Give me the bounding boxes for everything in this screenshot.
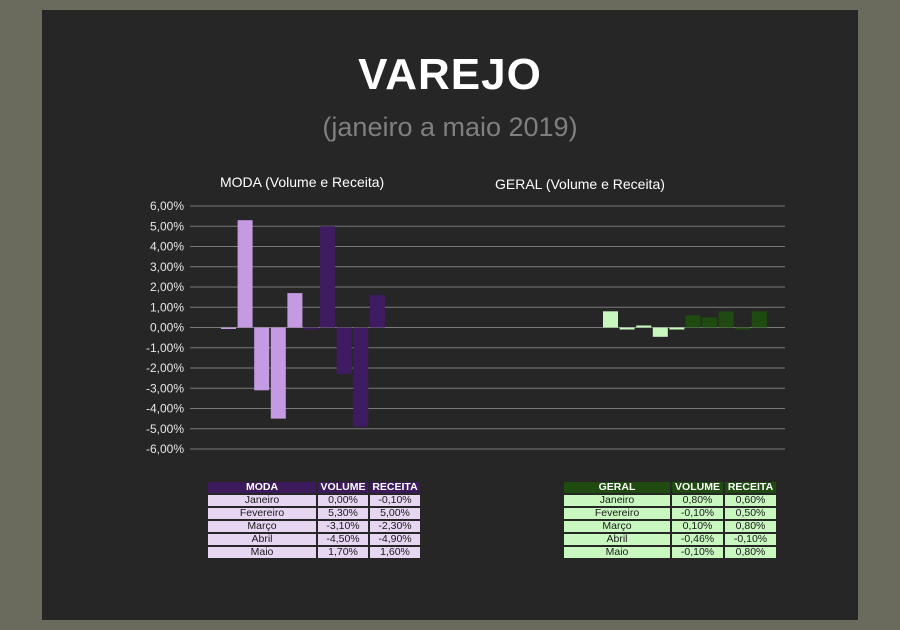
moda-table-header-row: MODA VOLUME RECEITA	[208, 482, 420, 493]
page-title: VAREJO	[358, 50, 542, 99]
table-cell: Abril	[564, 534, 670, 545]
table-row: Janeiro 0,00% -0,10%	[208, 495, 420, 506]
geral-bar-receita	[685, 315, 701, 328]
geral-bar-volume	[636, 325, 652, 328]
table-cell: Janeiro	[208, 495, 316, 506]
geral-bar-volume	[669, 327, 685, 330]
moda-bar-volume	[221, 327, 236, 329]
y-tick-label: 3,00%	[150, 260, 184, 274]
geral-table-header-row: GERAL VOLUME RECEITA	[564, 482, 776, 493]
geral-bar-volume	[619, 327, 635, 330]
table-cell: Março	[208, 521, 316, 532]
moda-header-volume: VOLUME	[318, 482, 368, 493]
moda-header-category: MODA	[208, 482, 316, 493]
geral-table: GERAL VOLUME RECEITA Janeiro 0,80% 0,60%…	[562, 480, 778, 560]
moda-bar-volume	[254, 327, 270, 391]
moda-bar-volume	[270, 327, 286, 419]
table-row: Fevereiro 5,30% 5,00%	[208, 508, 420, 519]
table-cell: 0,80%	[725, 521, 776, 532]
geral-bar-receita	[735, 327, 751, 330]
y-tick-label: 1,00%	[150, 300, 184, 314]
table-row: Abril -0,46% -0,10%	[564, 534, 776, 545]
y-tick-label: 5,00%	[150, 219, 184, 233]
y-tick-label: -1,00%	[146, 341, 184, 355]
table-cell: 0,10%	[672, 521, 723, 532]
table-cell: 1,60%	[370, 547, 420, 558]
table-row: Janeiro 0,80% 0,60%	[564, 495, 776, 506]
geral-bar-volume	[603, 311, 618, 328]
table-cell: Maio	[208, 547, 316, 558]
table-cell: 0,00%	[318, 495, 368, 506]
table-cell: -3,10%	[318, 521, 368, 532]
table-cell: -4,50%	[318, 534, 368, 545]
y-tick-label: 0,00%	[150, 321, 184, 335]
table-cell: 5,00%	[370, 508, 420, 519]
table-row: Março -3,10% -2,30%	[208, 521, 420, 532]
moda-bar-receita	[303, 327, 319, 330]
geral-bar-volume	[652, 327, 668, 337]
moda-header-receita: RECEITA	[370, 482, 420, 493]
table-row: Fevereiro -0,10% 0,50%	[564, 508, 776, 519]
table-cell: 1,70%	[318, 547, 368, 558]
table-cell: 0,60%	[725, 495, 776, 506]
table-cell: -2,30%	[370, 521, 420, 532]
table-cell: 5,30%	[318, 508, 368, 519]
y-tick-label: 4,00%	[150, 240, 184, 254]
table-cell: Março	[564, 521, 670, 532]
geral-bar-receita	[702, 317, 718, 328]
table-cell: Maio	[564, 547, 670, 558]
moda-bar-receita	[336, 327, 352, 375]
table-cell: -4,90%	[370, 534, 420, 545]
geral-header-receita: RECEITA	[725, 482, 776, 493]
geral-bar-receita	[718, 311, 734, 328]
table-cell: 0,80%	[672, 495, 723, 506]
moda-bar-receita	[320, 226, 336, 328]
table-cell: -0,10%	[672, 508, 723, 519]
y-tick-label: -3,00%	[146, 381, 184, 395]
table-cell: Fevereiro	[208, 508, 316, 519]
table-cell: 0,50%	[725, 508, 776, 519]
page-subtitle: (janeiro a maio 2019)	[322, 112, 578, 142]
moda-table: MODA VOLUME RECEITA Janeiro 0,00% -0,10%…	[206, 480, 422, 560]
table-row: Maio -0,10% 0,80%	[564, 547, 776, 558]
geral-chart-title: GERAL (Volume e Receita)	[495, 176, 665, 192]
moda-bar-volume	[237, 220, 253, 328]
table-row: Março 0,10% 0,80%	[564, 521, 776, 532]
y-tick-label: 2,00%	[150, 280, 184, 294]
moda-chart-title: MODA (Volume e Receita)	[220, 174, 385, 190]
table-cell: Fevereiro	[564, 508, 670, 519]
table-cell: -0,10%	[725, 534, 776, 545]
moda-bar-receita	[353, 327, 369, 427]
table-cell: Abril	[208, 534, 316, 545]
y-tick-label: 6,00%	[150, 199, 184, 213]
table-cell: -0,46%	[672, 534, 723, 545]
moda-bar-volume	[287, 293, 303, 328]
geral-header-category: GERAL	[564, 482, 670, 493]
y-tick-label: -4,00%	[146, 402, 184, 416]
geral-header-volume: VOLUME	[672, 482, 723, 493]
geral-bar-receita	[751, 311, 767, 328]
table-cell: 0,80%	[725, 547, 776, 558]
y-tick-label: -2,00%	[146, 361, 184, 375]
table-row: Abril -4,50% -4,90%	[208, 534, 420, 545]
table-row: Maio 1,70% 1,60%	[208, 547, 420, 558]
moda-bar-receita	[369, 295, 385, 328]
y-tick-label: -5,00%	[146, 422, 184, 436]
table-cell: -0,10%	[672, 547, 723, 558]
table-cell: Janeiro	[564, 495, 670, 506]
y-tick-label: -6,00%	[146, 442, 184, 456]
table-cell: -0,10%	[370, 495, 420, 506]
